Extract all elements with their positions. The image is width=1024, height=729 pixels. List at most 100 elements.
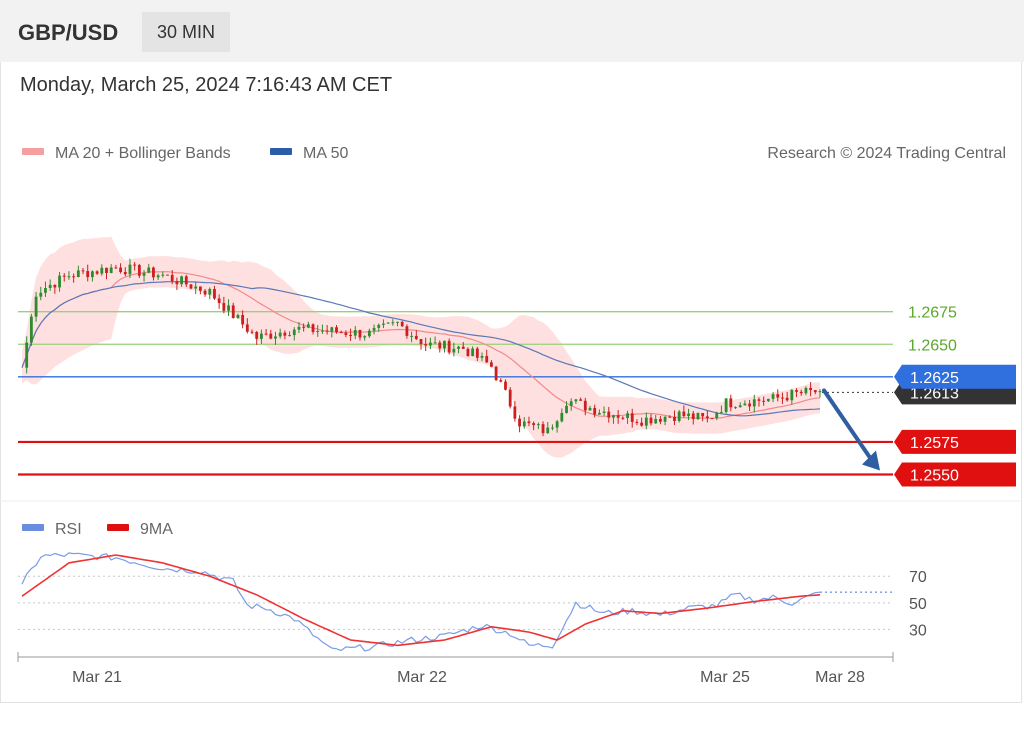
candle-body [396,321,399,323]
candle-body [349,334,352,336]
candle-body [668,416,672,418]
timeframe-button[interactable]: 30 MIN [142,12,230,52]
candle-body [724,398,728,413]
pivot-1.2625-label: 1.2625 [910,370,959,387]
candle-body [677,411,681,421]
support-1.2575-label: 1.2575 [910,435,959,452]
candle-body [81,270,85,272]
candle-body [311,324,315,332]
candle-body [231,305,235,319]
candle-body [166,274,169,276]
candle-body [208,288,212,295]
candle-body [565,405,568,413]
candle-body [330,327,334,332]
candle-body [264,333,268,335]
candle-body [137,265,141,276]
candle-body [405,326,409,336]
candle-body [48,284,52,288]
candle-body [250,331,254,333]
candle-body [367,330,371,337]
candle-body [227,305,230,311]
candle-body [245,324,249,332]
candle-body [541,424,545,434]
candle-body [39,292,43,297]
bollinger-band [22,236,820,458]
projection-arrowhead [862,450,880,471]
candle-body [626,413,629,419]
candle-body [471,348,475,357]
candle-body [710,418,714,420]
candle-body [452,348,456,353]
candle-body [335,327,338,333]
candle-body [490,362,493,367]
candle-body [428,342,432,346]
candle-body [377,324,381,328]
candle-body [58,275,61,288]
candle-body [424,344,428,346]
price-plot-area [18,236,893,476]
candle-body [776,394,780,398]
candle-body [95,271,99,274]
candle-body [443,340,446,349]
candle-body [358,330,362,338]
ma50-legend-swatch [270,148,292,155]
ma20-legend-swatch [22,148,44,155]
currency-pair-title: GBP/USD [18,20,119,45]
candle-body [105,267,108,274]
ma9-legend-label: 9MA [140,521,173,538]
ma20-line [21,271,821,419]
candle-body [86,271,90,278]
candle-body [25,342,29,368]
candle-body [316,330,320,332]
candle-body [53,284,57,288]
candle-body [574,399,578,402]
candle-body [705,416,709,419]
candle-body [321,330,324,332]
candle-body [766,398,770,402]
candle-body [189,284,193,289]
candle-body [382,323,385,325]
candle-body [353,330,357,336]
candle-body [522,421,526,427]
ma20-legend-label: MA 20 + Bollinger Bands [55,145,231,162]
candle-body [663,416,667,422]
candle-body [433,342,437,344]
candle-body [414,335,418,339]
candle-body [785,397,789,401]
rsi-tick-70: 70 [909,569,927,586]
candle-body [466,348,470,357]
candle-body [560,412,564,422]
candle-body [67,276,71,278]
candle-body [555,421,559,428]
candle-body [480,355,484,358]
candle-body [513,406,517,419]
ma9-legend-swatch [107,524,129,531]
rsi-line [21,552,821,652]
candle-body [419,338,423,345]
x-tick-mar-22: Mar 22 [397,669,447,686]
candle-body [410,335,414,337]
support-1.2550-tag [894,462,1016,487]
candle-body [147,267,151,273]
candle-body [119,267,122,273]
candle-body [696,413,700,420]
candle-body [34,296,38,317]
candle-body [771,394,775,399]
candle-body [156,275,160,278]
candle-body [813,390,817,393]
candle-body [682,411,686,417]
candle-body [569,401,573,406]
candle-body [630,413,634,422]
candle-body [91,271,94,278]
candle-body [241,315,245,325]
candle-body [325,330,329,332]
candle-body [306,324,310,328]
research-credit: Research © 2024 Trading Central [767,145,1006,162]
candle-body [499,380,503,382]
candle-body [644,417,648,426]
candle-body [781,397,784,399]
candle-body [438,342,442,349]
candle-body [278,332,282,337]
candle-body [494,366,498,381]
ma50-line [21,280,821,417]
